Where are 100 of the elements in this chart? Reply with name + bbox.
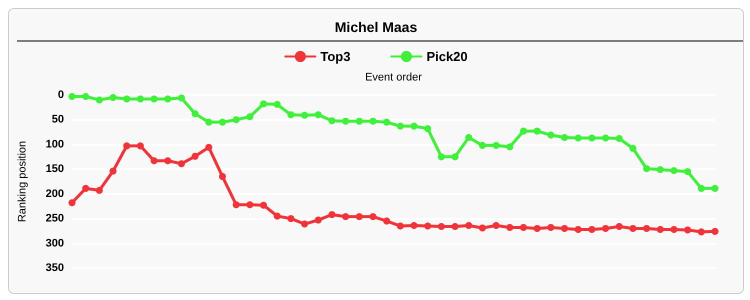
- point: [150, 95, 158, 102]
- point: [205, 144, 212, 151]
- point: [369, 213, 376, 220]
- point: [301, 220, 308, 228]
- point: [192, 110, 199, 118]
- point: [383, 118, 390, 126]
- point: [150, 157, 158, 164]
- point: [274, 212, 281, 220]
- point: [465, 134, 472, 142]
- point: [178, 160, 185, 168]
- point: [452, 222, 459, 230]
- chart-title: Michel Maas: [334, 19, 418, 35]
- point: [328, 211, 336, 218]
- point: [356, 118, 363, 125]
- point: [506, 224, 514, 231]
- point: [136, 142, 144, 150]
- point: [205, 118, 212, 126]
- point: [287, 215, 294, 222]
- point: [232, 201, 240, 208]
- point: [588, 134, 596, 142]
- point: [534, 128, 541, 135]
- point: [506, 143, 514, 150]
- point: [438, 153, 445, 160]
- point: [274, 100, 281, 108]
- point: [520, 224, 527, 231]
- point: [698, 228, 705, 236]
- point: [178, 94, 185, 102]
- point: [164, 157, 172, 164]
- point: [232, 116, 240, 124]
- y-tick-label: 350: [46, 262, 64, 274]
- x-axis-title: Event order: [365, 72, 422, 84]
- point: [616, 135, 623, 142]
- point: [136, 95, 144, 102]
- point: [643, 224, 650, 232]
- point: [342, 213, 350, 220]
- point: [424, 125, 432, 132]
- point: [342, 118, 350, 125]
- y-tick-label: 50: [52, 114, 64, 126]
- point: [684, 226, 692, 234]
- point: [684, 168, 692, 176]
- point: [287, 111, 294, 118]
- point: [643, 165, 650, 172]
- point: [246, 113, 254, 120]
- point: [314, 111, 322, 118]
- point: [369, 118, 376, 125]
- legend-label: Top3: [320, 49, 350, 64]
- y-tick-label: 200: [46, 188, 64, 200]
- point: [218, 118, 226, 126]
- point: [110, 168, 117, 175]
- point: [478, 142, 486, 149]
- point: [465, 222, 472, 229]
- point: [656, 166, 664, 174]
- y-axis-title: Ranking position: [16, 140, 28, 222]
- y-tick-label: 300: [46, 237, 64, 250]
- point: [246, 201, 254, 208]
- point: [410, 222, 418, 229]
- point: [356, 213, 363, 220]
- point: [383, 218, 390, 225]
- point: [656, 226, 664, 233]
- point: [396, 122, 404, 130]
- point: [574, 226, 582, 233]
- point: [478, 224, 486, 232]
- point: [301, 112, 308, 119]
- point: [218, 173, 226, 180]
- point: [396, 222, 404, 230]
- point: [520, 128, 527, 135]
- point: [574, 134, 582, 142]
- point: [68, 199, 76, 206]
- point: [328, 117, 336, 124]
- point: [110, 94, 117, 101]
- point: [123, 142, 130, 150]
- point: [712, 184, 718, 192]
- point: [452, 153, 459, 160]
- point: [561, 224, 568, 232]
- point: [492, 222, 500, 229]
- point: [670, 167, 678, 174]
- y-tick-label: 250: [46, 212, 64, 225]
- point: [561, 134, 568, 142]
- point: [547, 224, 554, 231]
- point: [670, 226, 678, 233]
- point: [410, 122, 418, 130]
- point: [96, 186, 103, 194]
- y-tick-label: 100: [46, 138, 64, 150]
- point: [698, 184, 705, 192]
- point: [547, 132, 554, 139]
- point: [68, 92, 76, 100]
- point: [96, 96, 103, 104]
- point: [260, 202, 268, 209]
- point: [192, 152, 199, 160]
- point: [602, 224, 610, 232]
- point: [123, 95, 130, 102]
- point: [629, 224, 636, 232]
- point: [314, 216, 322, 224]
- point: [438, 222, 445, 230]
- point: [82, 184, 90, 192]
- point: [164, 95, 172, 102]
- point: [82, 92, 90, 100]
- point: [492, 142, 500, 149]
- point: [534, 224, 541, 232]
- point: [602, 134, 610, 142]
